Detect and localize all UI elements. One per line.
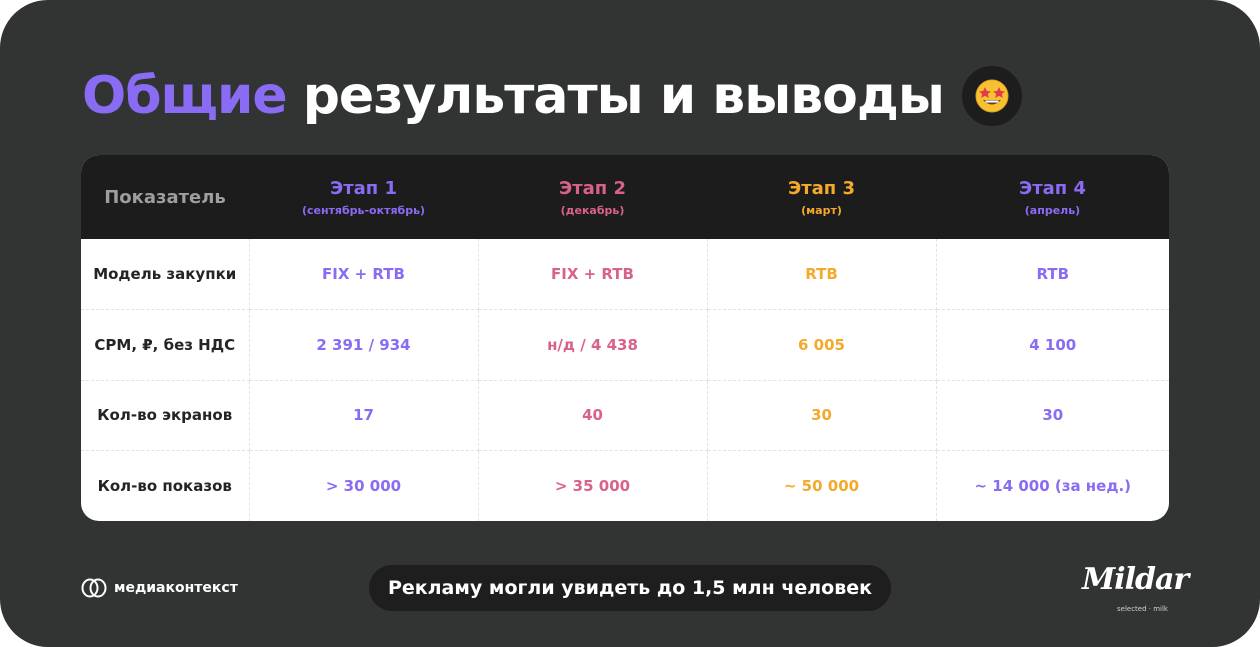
stage-2-header: Этап 2 (декабрь) [478, 155, 707, 239]
table-cell: 6 005 [707, 309, 937, 381]
table-cell: 30 [936, 380, 1169, 451]
metric-label: Кол-во экранов [81, 380, 250, 451]
stage-4-period: (апрель) [1024, 203, 1081, 217]
star-struck-emoji-icon [961, 66, 1022, 126]
table-cell: > 30 000 [249, 450, 479, 521]
results-table: Показатель Этап 1 (сентябрь-октябрь) Эта… [81, 155, 1169, 521]
stage-1-period: (сентябрь-октябрь) [301, 203, 426, 217]
stage-2-name: Этап 2 [558, 177, 627, 199]
table-cell: RTB [707, 239, 937, 310]
metric-label: CPM, ₽, без НДС [81, 309, 250, 381]
table-header-row: Показатель Этап 1 (сентябрь-октябрь) Эта… [81, 155, 1169, 239]
page-title: Общие результаты и выводы [82, 58, 1022, 134]
stage-4-header: Этап 4 (апрель) [936, 155, 1169, 239]
table-cell: 40 [478, 380, 708, 451]
stage-3-header: Этап 3 (март) [707, 155, 936, 239]
mediacontext-logo-icon [81, 578, 107, 598]
table-row: Кол-во показов > 30 000 > 35 000 ~ 50 00… [81, 450, 1169, 521]
metric-label: Кол-во показов [81, 450, 250, 521]
title-accent: Общие [82, 66, 288, 126]
table-cell: RTB [936, 239, 1169, 310]
mildar-logo: Mildar selected · milk [1080, 562, 1189, 618]
stage-3-period: (март) [801, 203, 842, 217]
mediacontext-logo-text: медиаконтекст [114, 580, 238, 596]
table-cell: ~ 50 000 [707, 450, 937, 521]
table-cell: 17 [249, 380, 479, 451]
title-rest: результаты и выводы [302, 66, 945, 126]
table-cell: > 35 000 [478, 450, 708, 521]
table-row: CPM, ₽, без НДС 2 391 / 934 н/д / 4 438 … [81, 309, 1169, 381]
table-cell: 30 [707, 380, 937, 451]
summary-text: Рекламу могли увидеть до 1,5 млн человек [387, 577, 873, 599]
stage-1-name: Этап 1 [329, 177, 398, 199]
table-row: Кол-во экранов 17 40 30 30 [81, 380, 1169, 451]
table-cell: FIX + RTB [478, 239, 708, 310]
summary-pill: Рекламу могли увидеть до 1,5 млн человек [369, 565, 891, 611]
brand-subtitle: selected · milk [1117, 605, 1168, 613]
table-cell: н/д / 4 438 [478, 309, 708, 381]
table-cell: FIX + RTB [249, 239, 479, 310]
metric-label: Модель закупки [81, 239, 250, 310]
stage-4-name: Этап 4 [1018, 177, 1087, 199]
table-cell: 2 391 / 934 [249, 309, 479, 381]
table-row: Модель закупки FIX + RTB FIX + RTB RTB R… [81, 239, 1169, 310]
table-cell: 4 100 [936, 309, 1169, 381]
table-cell: ~ 14 000 (за нед.) [974, 477, 1132, 495]
stage-3-name: Этап 3 [787, 177, 856, 199]
stage-1-header: Этап 1 (сентябрь-октябрь) [249, 155, 478, 239]
mediacontext-logo: медиаконтекст [81, 578, 238, 598]
metric-column-header: Показатель [104, 186, 226, 208]
stage-2-period: (декабрь) [560, 203, 625, 217]
brand-name: Mildar [1082, 562, 1189, 597]
